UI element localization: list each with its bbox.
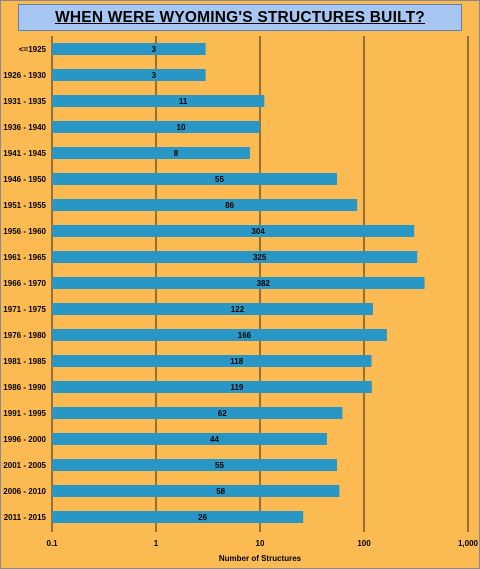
bar xyxy=(52,43,206,55)
category-label: 2001 - 2005 xyxy=(3,461,46,470)
bar xyxy=(52,433,327,445)
value-label: 122 xyxy=(231,305,245,314)
x-tick-label: 0.1 xyxy=(46,539,58,548)
category-label: 1926 - 1930 xyxy=(3,71,46,80)
category-label: 2011 - 2015 xyxy=(4,513,47,522)
bar xyxy=(52,199,358,211)
x-tick-label: 100 xyxy=(357,539,371,548)
category-label: 1991 - 1995 xyxy=(3,409,46,418)
value-label: 119 xyxy=(230,383,243,392)
x-tick-label: 1,000 xyxy=(458,539,479,548)
bar xyxy=(52,511,304,523)
bar xyxy=(52,407,343,419)
value-labels: 3 3 11 10 8 55 86 304 325 382 122 166 118 119 62 44 55 58… xyxy=(152,45,271,522)
category-label: 1986 - 1990 xyxy=(3,383,46,392)
bar xyxy=(52,225,415,237)
bar xyxy=(52,251,418,263)
x-axis-label: Number of Structures xyxy=(219,554,302,563)
category-label: 1946 - 1950 xyxy=(3,175,46,184)
category-labels: <=1925 1926 - 1930 1931 - 1935 1936 - 1940 1… xyxy=(3,45,46,522)
category-label: 1961 - 1965 xyxy=(3,253,46,262)
category-label: 1941 - 1945 xyxy=(3,149,46,158)
category-label: 1936 - 1940 xyxy=(3,123,46,132)
category-label: 1951 - 1955 xyxy=(3,201,46,210)
value-label: 55 xyxy=(215,175,224,184)
bar xyxy=(52,121,260,133)
bar xyxy=(52,459,337,471)
category-label: 1996 - 2000 xyxy=(3,435,46,444)
value-label: 10 xyxy=(177,123,186,132)
x-tick-label: 1 xyxy=(154,539,159,548)
value-label: 118 xyxy=(230,357,243,366)
bars xyxy=(52,43,425,523)
bar xyxy=(52,381,372,393)
value-label: 44 xyxy=(210,435,219,444)
bar xyxy=(52,485,340,497)
value-label: 58 xyxy=(216,487,225,496)
chart-title: WHEN WERE WYOMING'S STRUCTURES BUILT? xyxy=(55,8,425,26)
bar xyxy=(52,173,337,185)
value-label: 304 xyxy=(251,227,265,236)
bar xyxy=(52,277,425,289)
value-label: 11 xyxy=(179,97,188,106)
value-label: 3 xyxy=(152,71,157,80)
category-label: 2006 - 2010 xyxy=(3,487,46,496)
category-label: 1931 - 1935 xyxy=(3,97,46,106)
value-label: 166 xyxy=(238,331,252,340)
category-label: 1966 - 1970 xyxy=(3,279,46,288)
value-label: 26 xyxy=(198,513,207,522)
bar xyxy=(52,147,250,159)
value-label: 62 xyxy=(218,409,227,418)
value-label: 86 xyxy=(225,201,234,210)
value-label: 382 xyxy=(257,279,271,288)
category-label: 1981 - 1985 xyxy=(3,357,46,366)
value-label: 8 xyxy=(174,149,179,158)
category-label: 1976 - 1980 xyxy=(3,331,46,340)
value-label: 3 xyxy=(152,45,157,54)
x-tick-label: 10 xyxy=(256,539,265,548)
bar xyxy=(52,69,206,81)
bar xyxy=(52,329,387,341)
bar xyxy=(52,303,373,315)
category-label: 1971 - 1975 xyxy=(3,305,46,314)
chart-title-box: WHEN WERE WYOMING'S STRUCTURES BUILT? xyxy=(18,4,462,31)
bar xyxy=(52,95,265,107)
category-label: <=1925 xyxy=(19,45,47,54)
category-label: 1956 - 1960 xyxy=(3,227,46,236)
value-label: 325 xyxy=(253,253,267,262)
x-tick-labels: 0.1 1 10 100 1,000 xyxy=(46,539,478,548)
bar xyxy=(52,355,372,367)
value-label: 55 xyxy=(215,461,224,470)
